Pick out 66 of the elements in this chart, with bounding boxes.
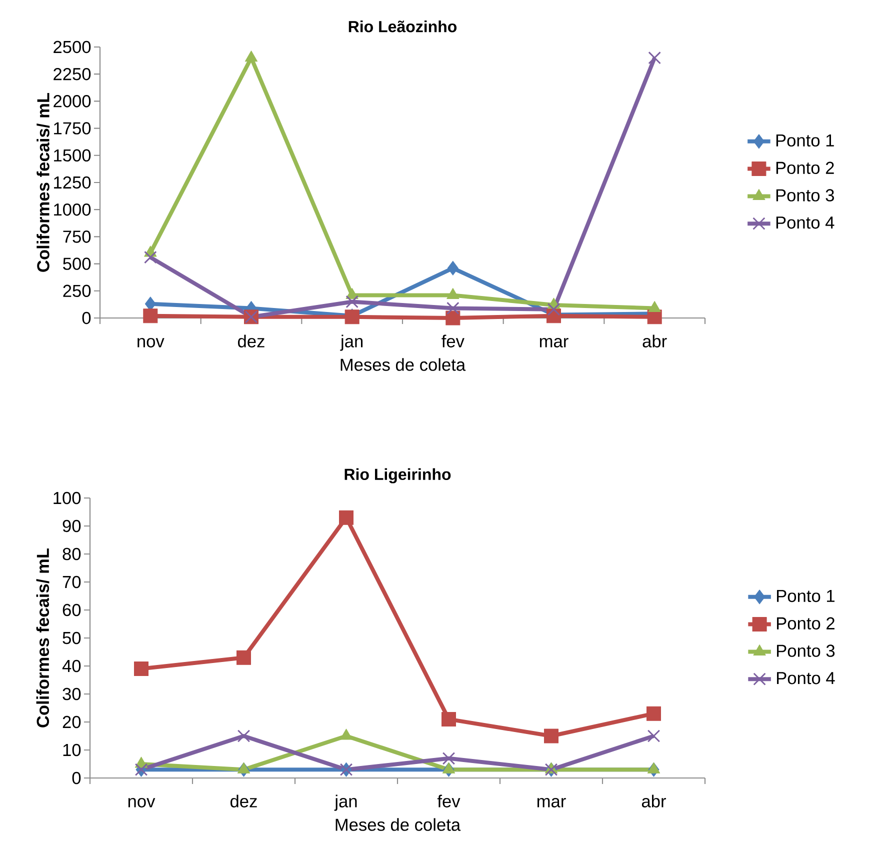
- chart-title: Rio Ligeirinho: [344, 468, 451, 484]
- y-axis-title: Coliformes fecais/ mL: [36, 548, 50, 728]
- y-tick-label: 1000: [54, 203, 91, 216]
- x-tick-label: mar: [537, 798, 566, 808]
- y-tick-label: 2000: [54, 95, 91, 108]
- point: [442, 752, 456, 765]
- legend-label: Ponto 1: [777, 590, 834, 602]
- x-tick-label: dez: [238, 334, 264, 348]
- y-tick-label: 500: [63, 258, 91, 270]
- y-tick-label: 0: [72, 772, 81, 784]
- legend-label: Ponto 4: [777, 672, 835, 684]
- x-tick-label: fev: [437, 794, 460, 808]
- y-tick-label: 20: [62, 716, 81, 728]
- legend-label: Ponto 4: [776, 216, 834, 229]
- y-tick-label: 30: [62, 688, 81, 700]
- x-axis-title: Meses de coleta: [340, 358, 466, 371]
- legend-label: Ponto 2: [776, 162, 834, 174]
- y-tick-label: 70: [62, 576, 81, 588]
- legend-label: Ponto 2: [777, 617, 834, 630]
- y-tick-label: 2500: [54, 40, 91, 54]
- point: [338, 510, 354, 525]
- y-tick-label: 0: [82, 312, 91, 324]
- y-tick-label: 80: [62, 548, 81, 560]
- y-tick-label: 1750: [54, 122, 91, 134]
- y-tick-label: 50: [62, 632, 81, 644]
- x-tick-label: dez: [230, 794, 257, 808]
- y-axis-title: Coliformes fecais/ mL: [36, 92, 50, 272]
- point: [244, 50, 258, 62]
- y-tick-label: 250: [63, 284, 91, 298]
- point: [441, 712, 456, 726]
- point: [143, 308, 158, 324]
- x-tick-label: abr: [642, 334, 667, 348]
- point: [446, 310, 460, 326]
- y-tick-label: 1250: [54, 176, 91, 189]
- point: [447, 260, 458, 276]
- x-tick-label: jan: [334, 794, 357, 811]
- chart-title: Rio Leãozinho: [348, 20, 457, 32]
- point: [646, 706, 662, 721]
- x-tick-label: abr: [642, 794, 666, 808]
- x-tick-label: fev: [442, 334, 464, 348]
- legend-label: Ponto 3: [777, 644, 835, 657]
- point: [647, 730, 660, 742]
- y-tick-label: 90: [62, 520, 81, 532]
- y-tick-label: 2250: [54, 68, 91, 80]
- y-tick-label: 750: [63, 230, 91, 243]
- x-tick-label: nov: [138, 338, 164, 348]
- point: [237, 730, 250, 742]
- legend-label: Ponto 1: [776, 134, 834, 147]
- point: [648, 51, 661, 64]
- point: [134, 662, 149, 676]
- x-axis-title: Meses de coleta: [336, 818, 461, 831]
- point: [236, 650, 252, 665]
- point: [346, 295, 358, 308]
- point: [144, 250, 157, 264]
- legend-label: Ponto 3: [776, 189, 834, 202]
- point: [544, 728, 558, 744]
- x-tick-label: mar: [540, 338, 568, 348]
- point: [446, 302, 460, 315]
- x-tick-label: nov: [128, 798, 156, 808]
- x-tick-label: jan: [340, 334, 363, 351]
- y-tick-label: 60: [62, 604, 81, 616]
- point: [547, 302, 560, 316]
- y-tick-label: 1500: [54, 149, 91, 162]
- y-tick-label: 100: [54, 492, 81, 504]
- y-tick-label: 10: [63, 744, 81, 756]
- y-tick-label: 40: [62, 660, 81, 672]
